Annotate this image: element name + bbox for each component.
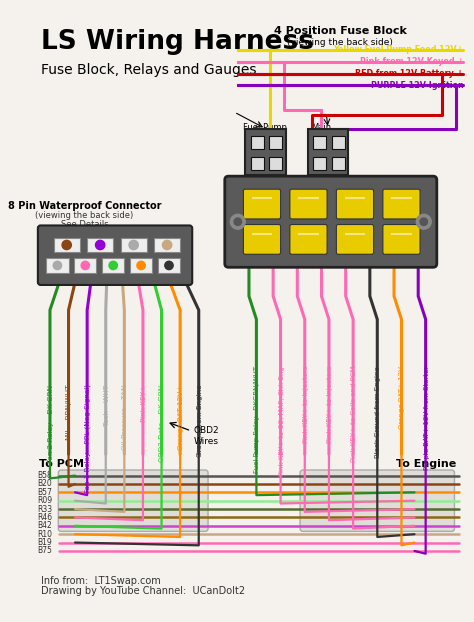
Text: B20: B20 — [37, 480, 52, 488]
Text: Fan 2 Relay – DK GRN: Fan 2 Relay – DK GRN — [48, 384, 54, 463]
Circle shape — [53, 261, 62, 269]
Text: B75: B75 — [37, 546, 52, 555]
Text: B19: B19 — [37, 538, 52, 547]
Text: LS Wiring Harness: LS Wiring Harness — [41, 29, 314, 55]
Text: Black Ground from Engine: Black Ground from Engine — [375, 366, 381, 458]
FancyBboxPatch shape — [243, 225, 281, 254]
Bar — [313, 136, 326, 149]
Circle shape — [109, 261, 118, 269]
FancyBboxPatch shape — [154, 238, 180, 253]
FancyBboxPatch shape — [54, 238, 80, 253]
Text: To Engine: To Engine — [396, 459, 456, 469]
FancyBboxPatch shape — [290, 189, 327, 219]
Text: Pink KEY+ to Injectors: Pink KEY+ to Injectors — [327, 366, 333, 443]
Text: Pink KEY+ to O2, MAF, Chk Eng: Pink KEY+ to O2, MAF, Chk Eng — [279, 366, 284, 476]
FancyBboxPatch shape — [96, 226, 134, 239]
FancyBboxPatch shape — [74, 258, 96, 273]
Text: OBD2 Data – DK GRN: OBD2 Data – DK GRN — [159, 384, 165, 462]
Bar — [269, 136, 283, 149]
Bar — [251, 136, 264, 149]
Text: B42: B42 — [37, 521, 52, 531]
Text: RED from 12V Battery +: RED from 12V Battery + — [356, 70, 464, 78]
Text: 4 Position Fuse Block: 4 Position Fuse Block — [273, 27, 407, 37]
Bar — [251, 157, 264, 170]
Circle shape — [81, 261, 90, 269]
FancyBboxPatch shape — [308, 129, 348, 175]
FancyBboxPatch shape — [38, 225, 192, 285]
Text: Drawing by YouTube Channel:  UCanDoIt2: Drawing by YouTube Channel: UCanDoIt2 — [41, 587, 245, 596]
FancyBboxPatch shape — [337, 225, 374, 254]
Circle shape — [62, 240, 72, 249]
Text: Pink from 12V Keyed +: Pink from 12V Keyed + — [360, 57, 464, 67]
Text: Fuse Block, Relays and Gauges: Fuse Block, Relays and Gauges — [41, 63, 256, 77]
Text: Pink KEY+ to Injectors: Pink KEY+ to Injectors — [303, 366, 309, 443]
Text: MIL – BRN/WHT: MIL – BRN/WHT — [66, 384, 73, 440]
FancyBboxPatch shape — [225, 176, 437, 267]
FancyBboxPatch shape — [243, 189, 281, 219]
FancyBboxPatch shape — [383, 189, 420, 219]
Text: OBD2
Wires: OBD2 Wires — [193, 426, 219, 446]
Text: (viewing the back side): (viewing the back side) — [35, 211, 134, 220]
Circle shape — [420, 218, 428, 225]
Text: B58: B58 — [37, 471, 52, 480]
Text: To PCM: To PCM — [39, 459, 84, 469]
Bar — [269, 157, 283, 170]
Text: R33: R33 — [37, 504, 52, 514]
FancyBboxPatch shape — [120, 238, 146, 253]
FancyBboxPatch shape — [130, 258, 152, 273]
Text: R46: R46 — [37, 513, 52, 522]
Circle shape — [416, 215, 431, 229]
Bar — [313, 157, 326, 170]
Bar — [332, 157, 345, 170]
Text: PURPLE 12V Ignition: PURPLE 12V Ignition — [371, 80, 464, 90]
FancyBboxPatch shape — [87, 238, 113, 253]
Circle shape — [137, 261, 145, 269]
Text: Fuel Pump Relay –DKGRN/WHT: Fuel Pump Relay –DKGRN/WHT — [255, 366, 260, 473]
FancyBboxPatch shape — [102, 258, 124, 273]
Bar — [332, 136, 345, 149]
Text: Main
Relay: Main Relay — [311, 123, 335, 142]
Text: Pink KEY+ to Coils and PCM: Pink KEY+ to Coils and PCM — [351, 366, 357, 462]
Text: R10: R10 — [37, 530, 52, 539]
Text: Orange BAT 12V+: Orange BAT 12V+ — [178, 384, 184, 450]
Text: B57: B57 — [37, 488, 52, 497]
Circle shape — [165, 261, 173, 269]
Text: Fan 1 Relay – PPL (Neg Signal): Fan 1 Relay – PPL (Neg Signal) — [85, 384, 91, 493]
FancyBboxPatch shape — [337, 189, 374, 219]
FancyBboxPatch shape — [290, 225, 327, 254]
Circle shape — [129, 240, 138, 249]
Text: See Details: See Details — [61, 220, 108, 229]
Text: (viewing the back side): (viewing the back side) — [287, 37, 393, 47]
FancyBboxPatch shape — [383, 225, 420, 254]
Circle shape — [163, 240, 172, 249]
Text: 8 Pin Waterproof Connector: 8 Pin Waterproof Connector — [8, 202, 161, 211]
Circle shape — [96, 240, 105, 249]
FancyBboxPatch shape — [58, 470, 208, 531]
Text: Info from:  LT1Swap.com: Info from: LT1Swap.com — [41, 576, 160, 586]
Text: Purple BAT+ 12V from Starter: Purple BAT+ 12V from Starter — [424, 366, 429, 470]
Text: Yellow Fuel Pump Feed 12V+: Yellow Fuel Pump Feed 12V+ — [333, 45, 464, 54]
Text: R09: R09 — [37, 496, 52, 505]
Circle shape — [234, 218, 242, 225]
FancyBboxPatch shape — [300, 470, 455, 531]
Text: Oil Pressure – TAN: Oil Pressure – TAN — [122, 384, 128, 450]
Text: Pink KEY+: Pink KEY+ — [141, 384, 147, 422]
FancyBboxPatch shape — [245, 129, 286, 175]
Circle shape — [230, 215, 245, 229]
Text: Fuel Pump
Relay: Fuel Pump Relay — [243, 123, 287, 142]
FancyBboxPatch shape — [158, 258, 180, 273]
Text: Tach – WHT: Tach – WHT — [104, 384, 109, 425]
FancyBboxPatch shape — [46, 258, 69, 273]
Text: Ground from Engine: Ground from Engine — [197, 384, 203, 457]
Text: Orange BAT+ 12V: Orange BAT+ 12V — [400, 366, 405, 429]
